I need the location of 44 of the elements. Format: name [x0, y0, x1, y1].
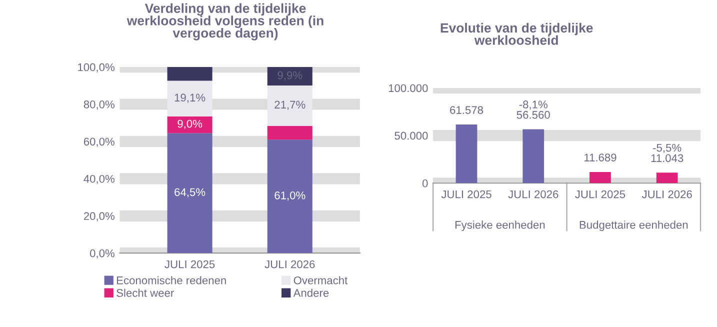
bar: [167, 116, 212, 134]
bar: [167, 80, 212, 116]
data-label: -5,5% 11.043: [651, 144, 684, 162]
x-tick-label: JULI 2026: [508, 190, 558, 198]
data-label: 61,0%: [274, 191, 306, 201]
y-tick-label: 80,0%: [84, 100, 114, 110]
y-tick-label: 40,0%: [84, 174, 114, 184]
data-label: -8,1% 56.560: [516, 100, 550, 119]
legend-label: Slecht weer: [116, 288, 174, 297]
x-tick-label: JULI 2025: [441, 190, 492, 198]
x-tick-label: JULI 2026: [642, 190, 692, 198]
chart-title: Verdeling van de tijdelijke werkloosheid volgens reden (in vergoede dagen): [126, 3, 324, 40]
y-tick-label: 60,0%: [84, 138, 114, 147]
text: Budgettaire eenheden: [580, 220, 688, 231]
data-label: 9,0%: [178, 120, 202, 130]
y-tick-label: 50.000: [394, 132, 428, 140]
y-tick-label: 100.000: [388, 84, 428, 92]
bar: [267, 140, 312, 254]
x-tick-label: JULI 2025: [575, 190, 626, 198]
y-tick-label: 0,0%: [90, 249, 114, 259]
bar: [267, 126, 312, 140]
bar: [456, 124, 478, 184]
bar: [522, 129, 544, 184]
chart-title: Evolutie van de tijdelijke werkloosheid: [440, 22, 593, 45]
y-tick-label: 100,0%: [78, 63, 114, 72]
legend-label: Overmacht: [294, 276, 348, 284]
data-label: 61.578: [450, 106, 484, 114]
legend-label: Andere: [293, 288, 329, 297]
x-tick-label: JULI 2026: [264, 260, 315, 268]
bar: [656, 172, 678, 184]
data-label: 21,7%: [274, 100, 306, 110]
bar: [267, 67, 312, 86]
bar: [590, 172, 611, 184]
text: Fysieke eenheden: [455, 220, 545, 231]
bar: [167, 67, 212, 81]
y-tick-label: 20,0%: [84, 212, 114, 222]
legend-label: Economische redenen: [116, 276, 226, 284]
bar: [267, 85, 312, 126]
data-label: 11.689: [584, 154, 616, 162]
x-tick-label: JULI 2025: [164, 260, 215, 268]
bar: [167, 133, 212, 254]
data-label: 19,1%: [174, 94, 206, 103]
data-label: 64,5%: [174, 188, 206, 198]
y-tick-label: 0: [422, 179, 428, 188]
